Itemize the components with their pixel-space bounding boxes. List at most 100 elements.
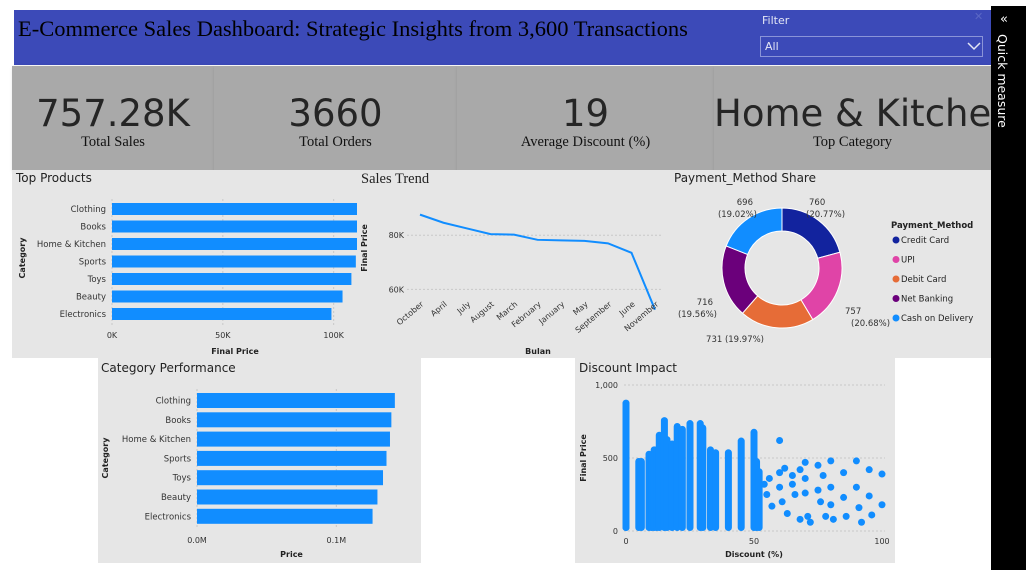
chart-title: Top Products bbox=[16, 171, 92, 185]
category-performance-chart: 0.0M 0.1M Clothing Books Home & Kitchen Sport… bbox=[101, 389, 395, 559]
scatter-point bbox=[840, 469, 848, 477]
scatter-point bbox=[788, 472, 796, 480]
legend-title: Payment_Method bbox=[891, 221, 973, 231]
y-axis-label: Final Price bbox=[360, 224, 369, 272]
category-label: Books bbox=[165, 416, 191, 426]
legend-entry: Net Banking bbox=[901, 295, 953, 305]
scatter-point bbox=[827, 457, 835, 465]
scatter-point bbox=[778, 498, 786, 506]
legend-marker bbox=[892, 236, 900, 244]
scatter-point bbox=[868, 511, 876, 519]
quick-measure-label[interactable]: Quick measure bbox=[995, 34, 1010, 128]
scatter-point bbox=[796, 515, 804, 523]
x-axis-label: Final Price bbox=[211, 347, 259, 356]
scatter-point bbox=[791, 491, 799, 498]
kpi-card-average-discount[interactable]: 19 Average Discount (%) bbox=[457, 66, 714, 170]
x-tick-label: August bbox=[469, 300, 496, 325]
quick-measure-pane[interactable] bbox=[991, 6, 1026, 570]
slice-label: 731 (19.97%) bbox=[706, 335, 764, 345]
scatter-point-column bbox=[755, 468, 763, 531]
x-tick-label: 0.0M bbox=[187, 536, 207, 545]
scatter-point bbox=[776, 483, 784, 491]
x-tick-label: January bbox=[537, 299, 567, 326]
slice-pct-label: (20.77%) bbox=[806, 210, 845, 220]
scatter-point bbox=[817, 498, 825, 506]
category-label: Clothing bbox=[156, 397, 191, 407]
scatter-point bbox=[852, 457, 860, 465]
filter-selected-value: All bbox=[765, 40, 779, 53]
kpi-card-total-orders[interactable]: 3660 Total Orders bbox=[214, 66, 457, 170]
bar bbox=[112, 290, 343, 303]
kpi-value: 3660 bbox=[288, 92, 383, 135]
kpi-label: Total Orders bbox=[299, 134, 372, 150]
chart-title: Payment_Method Share bbox=[674, 171, 816, 185]
scatter-point-column bbox=[737, 437, 745, 531]
payment-share-panel[interactable]: Payment_Method Share 760 (20.77%) 757 (20.6… bbox=[669, 170, 991, 358]
scatter-point-column bbox=[699, 424, 707, 531]
scatter-point-column bbox=[712, 449, 720, 531]
category-label: Clothing bbox=[71, 205, 106, 215]
bar bbox=[197, 431, 390, 447]
scatter-point bbox=[783, 509, 791, 517]
bar bbox=[197, 470, 384, 486]
scatter-point bbox=[768, 502, 776, 510]
slice-value-label: 760 bbox=[809, 198, 825, 208]
scatter-point bbox=[852, 483, 860, 491]
discount-impact-panel[interactable]: Discount Impact 0 500 1,000 0 50 100 Discount … bbox=[575, 358, 895, 563]
x-tick-label: 50 bbox=[749, 537, 759, 546]
chevron-down-icon[interactable] bbox=[965, 38, 983, 54]
sales-trend-panel[interactable]: Sales Trend 60K 80K October April July August… bbox=[357, 170, 669, 358]
bar bbox=[197, 412, 392, 428]
x-tick-label: 100K bbox=[323, 331, 344, 340]
scatter-point-column bbox=[622, 446, 630, 531]
bar bbox=[197, 508, 373, 524]
scatter-point bbox=[796, 466, 804, 474]
chart-title: Category Performance bbox=[101, 361, 236, 375]
y-axis-label: Category bbox=[101, 437, 110, 479]
legend-entry: UPI bbox=[901, 256, 915, 266]
filter-dropdown[interactable] bbox=[760, 36, 983, 57]
scatter-point bbox=[878, 501, 886, 509]
y-tick-label: 80K bbox=[389, 231, 405, 240]
kpi-card-total-sales[interactable]: 757.28K Total Sales bbox=[12, 66, 214, 170]
payment-share-chart: 760 (20.77%) 757 (20.68%) 731 (19.97%) 716 (19… bbox=[678, 198, 973, 345]
slice-pct-label: (20.68%) bbox=[851, 319, 890, 329]
kpi-card-top-category[interactable]: Home & Kitchen Top Category bbox=[714, 66, 1015, 170]
kpi-label: Total Sales bbox=[81, 134, 145, 150]
chart-title: Discount Impact bbox=[579, 361, 677, 375]
category-label: Sports bbox=[164, 454, 192, 464]
scatter-point bbox=[878, 470, 886, 478]
chevron-double-left-icon[interactable]: « bbox=[1000, 12, 1008, 27]
scatter-point bbox=[804, 512, 812, 520]
scatter-point bbox=[801, 458, 809, 466]
scatter-point bbox=[760, 480, 768, 488]
bar bbox=[197, 489, 378, 505]
legend-entry: Debit Card bbox=[901, 275, 946, 285]
filter-label: Filter bbox=[762, 14, 790, 27]
x-tick-label: 0 bbox=[623, 537, 628, 546]
scatter-point bbox=[781, 464, 789, 472]
scatter-point bbox=[801, 474, 809, 482]
top-products-panel[interactable]: Top Products 0K 50K 100K Clothing Books Home … bbox=[12, 170, 357, 358]
x-tick-label: 50K bbox=[215, 331, 231, 340]
y-tick-label: 0 bbox=[613, 527, 618, 536]
y-tick-label: 500 bbox=[603, 454, 618, 463]
legend-marker bbox=[892, 295, 900, 302]
y-axis-label: Final Price bbox=[579, 434, 588, 482]
x-tick-label: 0.1M bbox=[327, 536, 347, 545]
scatter-point bbox=[858, 518, 866, 526]
category-label: Sports bbox=[79, 258, 107, 268]
bar bbox=[112, 308, 332, 320]
scatter-point bbox=[855, 504, 863, 512]
scatter-point bbox=[814, 461, 822, 469]
x-tick-label: April bbox=[429, 300, 449, 319]
clear-filter-icon[interactable]: ✕ bbox=[974, 10, 984, 23]
scatter-point bbox=[763, 491, 771, 498]
donut-slice bbox=[725, 207, 783, 256]
bar bbox=[112, 273, 352, 285]
scatter-point-column bbox=[678, 425, 686, 531]
scatter-point bbox=[842, 512, 850, 520]
legend-entry: Credit Card bbox=[901, 236, 949, 246]
category-performance-panel[interactable]: Category Performance 0.0M 0.1M Clothing Boo… bbox=[98, 358, 421, 563]
